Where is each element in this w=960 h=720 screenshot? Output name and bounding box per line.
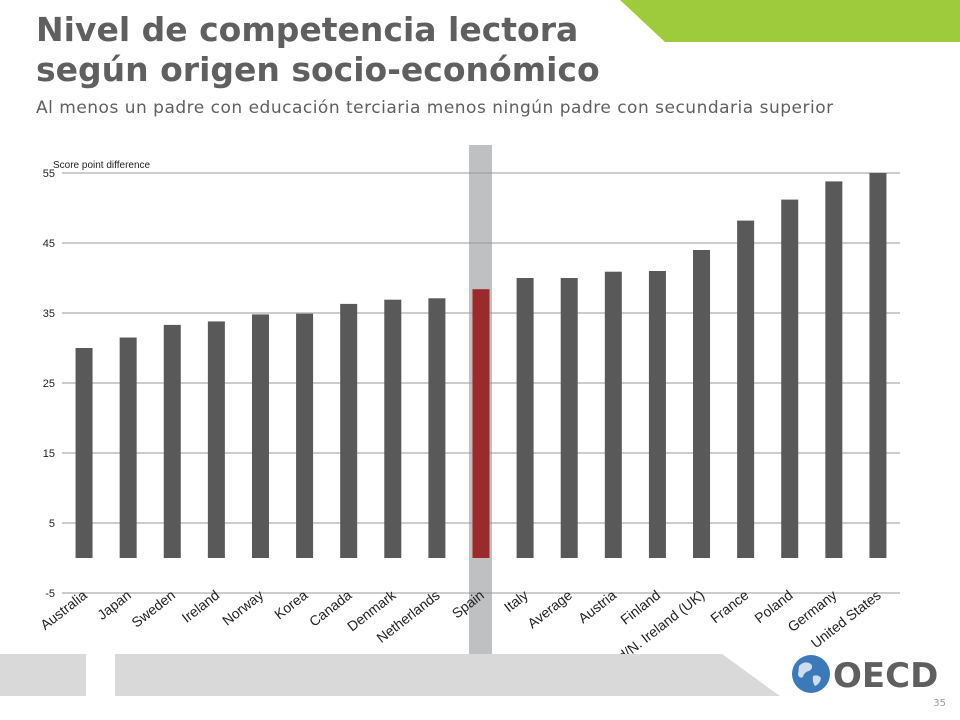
bar [384,299,402,558]
bar [869,173,887,558]
slide-title-line-1: Nivel de competencia lectora [36,10,579,49]
bar [516,278,534,558]
footer-band [0,654,780,696]
bar [648,271,666,558]
bar [693,250,711,558]
bar [340,303,358,558]
bar [207,321,225,558]
y-tick-label: 15 [43,448,55,460]
y-axis-title: Score point difference [53,160,151,171]
bar [825,181,843,558]
globe-continents [798,662,821,686]
x-tick-label: Italy [501,587,531,615]
bar [472,289,490,558]
footer-band-right [115,654,780,696]
bar [296,313,314,558]
bar [781,199,799,558]
bar [75,348,93,558]
footer-band-left [0,654,86,696]
bar [737,220,755,558]
bar [560,278,578,558]
bar [428,298,446,558]
bar [163,324,181,558]
slide-title-line-2: según origen socio-económico [36,50,600,89]
slide-subtitle: Al menos un padre con educación terciari… [36,98,834,118]
y-tick-label: 45 [43,238,55,250]
y-tick-label: 25 [43,378,55,390]
bar [119,337,137,558]
globe-icon [792,655,830,693]
y-tick-label: 5 [49,518,55,530]
header-banner-shape [620,0,960,42]
y-tick-label: -5 [45,588,55,600]
bar [251,314,269,558]
y-tick-label: 35 [43,308,55,320]
oecd-logo-text: OECD [833,656,938,696]
oecd-logo: OECD [792,655,938,696]
x-tick-label: Korea [271,587,310,623]
bar [604,271,622,558]
header-banner [620,0,960,42]
slide-title: Nivel de competencia lectora según orige… [36,10,600,90]
page-number: 35 [933,698,946,709]
y-tick-label: 55 [43,168,55,180]
